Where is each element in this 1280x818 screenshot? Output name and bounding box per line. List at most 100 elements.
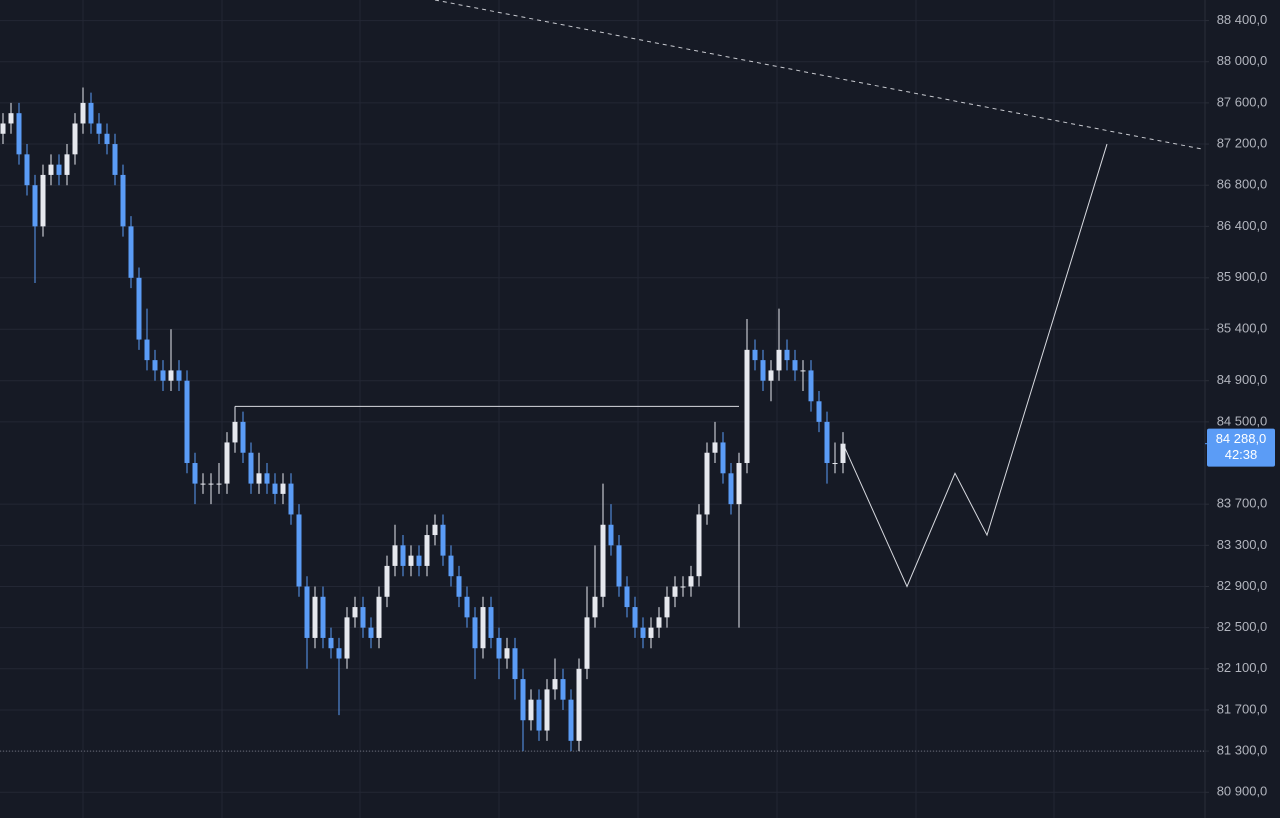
candle-body bbox=[96, 123, 102, 134]
candle-body bbox=[616, 545, 622, 587]
candle-body bbox=[832, 463, 838, 465]
candle-body bbox=[424, 535, 430, 566]
candle-body bbox=[72, 123, 78, 155]
candle-body bbox=[192, 463, 198, 484]
y-tick-label: 82 100,0 bbox=[1217, 660, 1268, 675]
y-tick-label: 86 400,0 bbox=[1217, 218, 1268, 233]
trend-line bbox=[434, 0, 1204, 150]
candle-body bbox=[784, 349, 790, 361]
candle-body bbox=[672, 586, 678, 597]
candle-body bbox=[216, 483, 222, 485]
candle-body bbox=[808, 370, 814, 402]
candle-body bbox=[488, 607, 494, 638]
candle-body bbox=[512, 648, 518, 680]
candle-body bbox=[328, 637, 334, 649]
y-tick-label: 82 500,0 bbox=[1217, 619, 1268, 634]
candle-body bbox=[136, 277, 142, 340]
candle-body bbox=[64, 154, 70, 175]
candle-body bbox=[152, 360, 158, 371]
candle-body bbox=[544, 689, 550, 731]
candle-body bbox=[8, 113, 14, 124]
candle-body bbox=[360, 607, 366, 628]
candle-body bbox=[144, 339, 150, 361]
candle-body bbox=[88, 102, 94, 124]
candle-body bbox=[384, 565, 390, 597]
candle-body bbox=[472, 617, 478, 649]
candle-body bbox=[768, 370, 774, 381]
candle-body bbox=[416, 555, 422, 566]
candle-body bbox=[16, 113, 22, 155]
candle-body bbox=[280, 483, 286, 494]
candle-body bbox=[760, 360, 766, 381]
projection-path bbox=[842, 143, 1108, 588]
candle-body bbox=[584, 617, 590, 669]
candle-body bbox=[448, 555, 454, 577]
candle-body bbox=[456, 576, 462, 597]
candle-body bbox=[792, 360, 798, 371]
candle-body bbox=[112, 144, 118, 175]
candle-body bbox=[56, 164, 62, 175]
y-tick-label: 82 900,0 bbox=[1217, 578, 1268, 593]
candle-body bbox=[80, 102, 86, 124]
candle-body bbox=[104, 133, 110, 145]
candle-body bbox=[176, 370, 182, 381]
last-price-box bbox=[1207, 428, 1275, 467]
candle-body bbox=[688, 576, 694, 587]
candle-body bbox=[632, 607, 638, 628]
y-tick-label: 81 300,0 bbox=[1217, 743, 1268, 758]
candle-body bbox=[48, 164, 54, 175]
candle-body bbox=[352, 607, 358, 618]
candle-body bbox=[24, 154, 30, 186]
candle-body bbox=[656, 617, 662, 628]
candle-body bbox=[40, 174, 46, 227]
candle-body bbox=[680, 586, 686, 588]
candle-body bbox=[120, 174, 126, 227]
candle-body bbox=[480, 607, 486, 649]
y-tick-label: 80 900,0 bbox=[1217, 784, 1268, 799]
candle-body bbox=[592, 596, 598, 618]
candle-body bbox=[704, 452, 710, 515]
candle-body bbox=[392, 545, 398, 566]
candle-body bbox=[400, 545, 406, 566]
y-tick-label: 87 600,0 bbox=[1217, 94, 1268, 109]
candle-body bbox=[536, 699, 542, 731]
candle-body bbox=[736, 463, 742, 505]
candle-body bbox=[752, 349, 758, 361]
candle-body bbox=[128, 226, 134, 278]
candle-body bbox=[224, 442, 230, 484]
candle-body bbox=[368, 627, 374, 638]
candle-body bbox=[336, 648, 342, 659]
y-tick-label: 86 800,0 bbox=[1217, 177, 1268, 192]
candle-body bbox=[496, 637, 502, 659]
candle-body bbox=[464, 596, 470, 618]
candle-body bbox=[32, 185, 38, 227]
candle-body bbox=[640, 627, 646, 638]
y-tick-label: 84 900,0 bbox=[1217, 372, 1268, 387]
candle-body bbox=[376, 596, 382, 638]
y-tick-label: 83 300,0 bbox=[1217, 537, 1268, 552]
candle-body bbox=[208, 483, 214, 485]
candle-body bbox=[320, 596, 326, 638]
candle-body bbox=[712, 442, 718, 453]
candle-body bbox=[504, 648, 510, 659]
candle-body bbox=[0, 123, 6, 134]
last-price-label: 84 288,0 bbox=[1216, 431, 1267, 446]
candle-body bbox=[696, 514, 702, 577]
candle-body bbox=[776, 349, 782, 371]
candle-body bbox=[440, 524, 446, 556]
candle-body bbox=[160, 370, 166, 381]
candle-body bbox=[720, 442, 726, 474]
candle-body bbox=[200, 483, 206, 485]
candle-body bbox=[576, 668, 582, 741]
candle-body bbox=[824, 421, 830, 464]
y-tick-label: 85 900,0 bbox=[1217, 269, 1268, 284]
candle-body bbox=[600, 524, 606, 597]
y-tick-label: 88 400,0 bbox=[1217, 12, 1268, 27]
candle-body bbox=[728, 473, 734, 505]
candle-body bbox=[248, 452, 254, 484]
candle-body bbox=[304, 586, 310, 638]
candle-body bbox=[232, 421, 238, 443]
